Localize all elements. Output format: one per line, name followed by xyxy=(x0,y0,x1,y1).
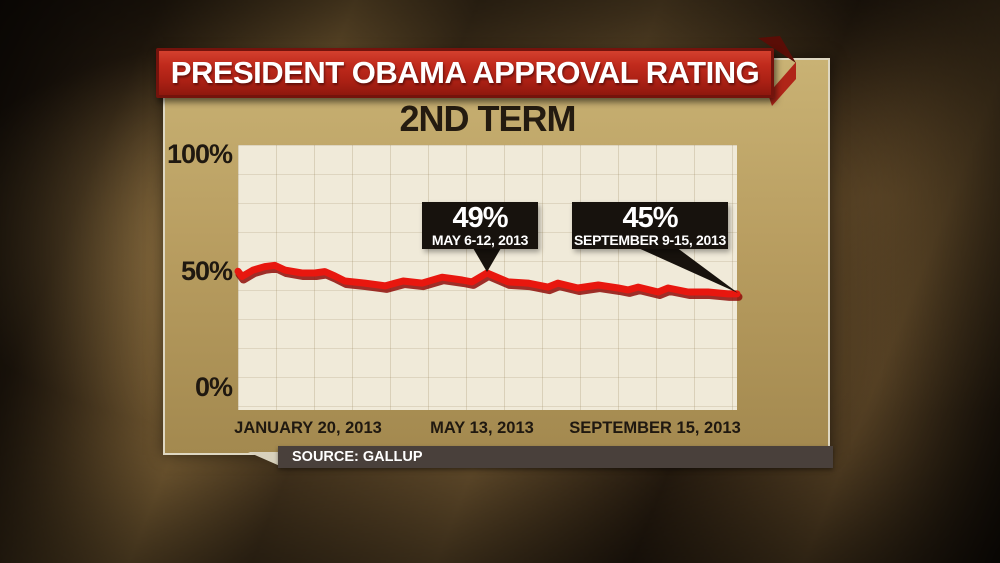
callout-49-date: MAY 6-12, 2013 xyxy=(431,232,529,248)
y-axis-label-100: 100% xyxy=(166,139,233,169)
callout-49-value: 49% xyxy=(452,202,508,234)
callout-49: 49% MAY 6-12, 2013 xyxy=(422,202,538,249)
y-axis-label-50: 50% xyxy=(180,256,233,286)
callout-45-value: 45% xyxy=(622,202,678,234)
x-axis-label-january: JANUARY 20, 2013 xyxy=(234,419,382,437)
x-axis-label-may: MAY 13, 2013 xyxy=(430,419,534,437)
y-axis-label-0: 0% xyxy=(194,372,233,402)
ribbon-fold-back-icon xyxy=(758,36,796,63)
ribbon-fold-flap-icon xyxy=(768,62,796,106)
plot-area xyxy=(238,145,737,410)
source-bar: SOURCE: GALLUP xyxy=(278,446,833,468)
banner-ribbon-fold xyxy=(758,36,796,106)
chart-title: 2ND TERM xyxy=(399,98,576,139)
title-banner: PRESIDENT OBAMA APPROVAL RATING xyxy=(156,48,774,98)
x-axis-label-september: SEPTEMBER 15, 2013 xyxy=(569,419,741,437)
banner-title: PRESIDENT OBAMA APPROVAL RATING xyxy=(170,55,760,90)
callout-45-date: SEPTEMBER 9-15, 2013 xyxy=(574,232,726,248)
callout-45: 45% SEPTEMBER 9-15, 2013 xyxy=(572,202,728,249)
